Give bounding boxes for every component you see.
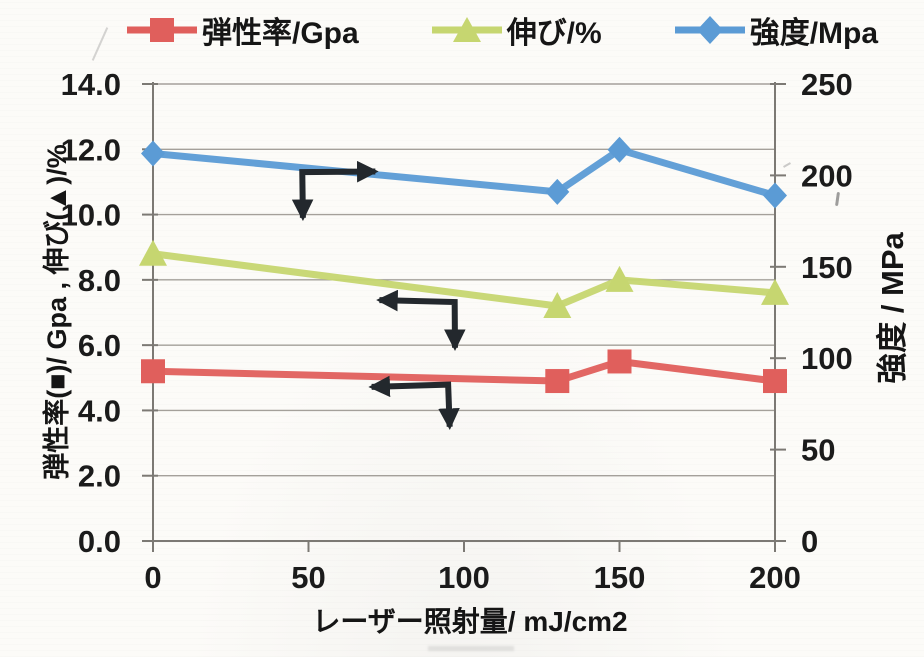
x-axis-tick-labels: 0 50 100 150 200	[144, 560, 800, 595]
svg-text:14.0: 14.0	[61, 67, 121, 102]
svg-text:0.0: 0.0	[78, 524, 121, 559]
marker-diamond	[545, 178, 570, 205]
y-axis-left-tick-labels: 14.0 12.0 10.0 8.0 6.0 4.0 2.0 0.0	[61, 67, 121, 559]
elongation-axis-arrow	[376, 289, 466, 351]
series-strength	[141, 136, 787, 209]
tick-marks	[142, 83, 786, 552]
marker-diamond	[141, 140, 165, 167]
svg-text:6.0: 6.0	[78, 328, 121, 363]
legend-marker-square-icon	[127, 18, 197, 42]
marker-square	[763, 369, 787, 394]
legend-label-elongation: 伸び/%	[506, 17, 602, 50]
marker-diamond	[763, 182, 787, 209]
y-axis-right-tick-labels: 250 200 150 100 50 0	[801, 67, 853, 559]
chart-legend: 弾性率/Gpa 伸び/% 強度/Mpa	[126, 8, 878, 52]
marker-diamond	[607, 136, 632, 163]
svg-text:10.0: 10.0	[61, 198, 121, 233]
svg-text:12.0: 12.0	[61, 132, 121, 167]
modulus-axis-arrow	[368, 375, 460, 430]
svg-text:50: 50	[291, 560, 325, 595]
legend-item-strength: 強度/Mpa	[674, 8, 878, 52]
svg-text:2.0: 2.0	[78, 459, 121, 494]
svg-text:250: 250	[801, 67, 853, 102]
marker-triangle	[605, 265, 634, 292]
svg-text:0: 0	[801, 524, 818, 559]
axes	[144, 82, 778, 542]
legend-item-elongation: 伸び/%	[431, 8, 602, 52]
gridlines	[153, 83, 775, 477]
marker-triangle	[761, 278, 789, 305]
legend-item-modulus: 弾性率/Gpa	[126, 8, 359, 52]
series-modulus	[141, 349, 787, 394]
svg-text:150: 150	[594, 560, 646, 595]
y-axis-label-left: 弾性率(■)/ Gpa , 伸び(▲)/%	[42, 144, 72, 480]
marker-square	[545, 369, 570, 394]
svg-text:8.0: 8.0	[78, 263, 121, 298]
y-axis-label-right: 強度 / MPa	[875, 232, 910, 384]
x-axis-label: レーザー照射量/ mJ/cm2	[312, 606, 628, 637]
svg-text:200: 200	[801, 158, 853, 193]
svg-text:0: 0	[144, 560, 161, 595]
marker-triangle	[543, 291, 572, 318]
marker-triangle	[139, 239, 167, 266]
svg-text:200: 200	[749, 560, 801, 595]
legend-label-strength: 強度/Mpa	[749, 17, 879, 50]
legend-label-modulus: 弾性率/Gpa	[202, 17, 359, 50]
svg-text:150: 150	[801, 250, 853, 285]
series-elongation	[139, 239, 789, 318]
marker-square	[141, 359, 165, 384]
legend-marker-triangle-icon	[431, 17, 502, 42]
strength-axis-arrow	[291, 160, 379, 222]
svg-text:100: 100	[801, 341, 853, 376]
legend-marker-diamond-icon	[674, 16, 745, 44]
svg-text:4.0: 4.0	[78, 393, 121, 428]
svg-text:50: 50	[801, 433, 835, 468]
svg-text:100: 100	[438, 560, 490, 595]
marker-square	[607, 349, 632, 374]
